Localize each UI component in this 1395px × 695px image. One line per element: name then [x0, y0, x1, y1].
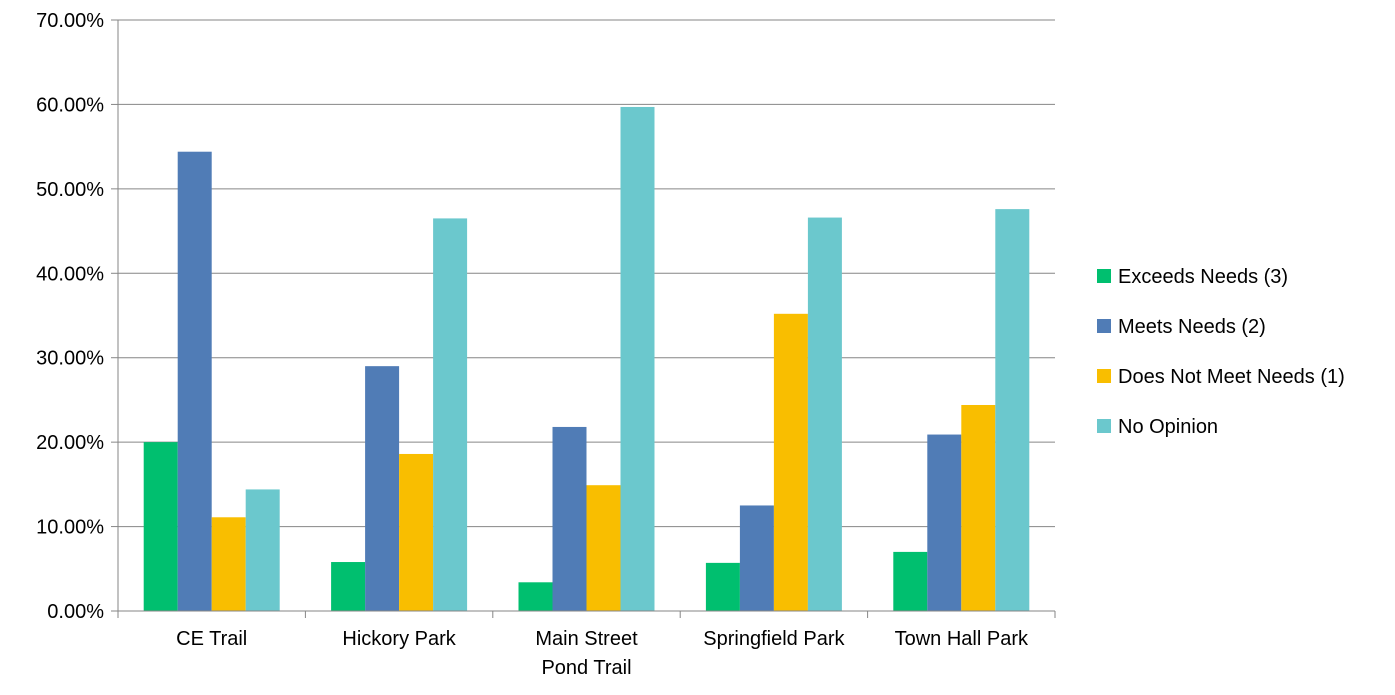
bar	[927, 434, 962, 611]
y-tick-label: 50.00%	[36, 179, 104, 201]
bars	[143, 106, 1030, 612]
bar	[143, 442, 178, 611]
legend-swatch	[1097, 319, 1111, 333]
bar	[807, 217, 842, 611]
legend: Exceeds Needs (3) Meets Needs (2) Does Not…	[1097, 266, 1345, 438]
bar	[705, 562, 740, 611]
legend-swatch	[1097, 269, 1111, 283]
axes	[111, 19, 1056, 618]
x-axis-category-labels: CE Trail Hickory Park Main Street Pond Trai…	[176, 628, 1029, 679]
x-category-label: Springfield Park	[703, 628, 845, 650]
y-tick-label: 30.00%	[36, 348, 104, 370]
gridlines	[118, 19, 1055, 528]
y-tick-label: 60.00%	[36, 94, 104, 116]
legend-swatch	[1097, 419, 1111, 433]
legend-swatch	[1097, 369, 1111, 383]
bar	[211, 517, 246, 611]
y-tick-label: 0.00%	[47, 601, 104, 623]
bar	[552, 426, 587, 611]
legend-label: Exceeds Needs (3)	[1118, 266, 1288, 288]
bar	[331, 562, 366, 611]
y-tick-label: 20.00%	[36, 432, 104, 454]
legend-label: Meets Needs (2)	[1118, 316, 1266, 338]
x-category-label: Pond Trail	[541, 657, 631, 679]
x-category-label: Main Street	[535, 628, 638, 650]
x-category-label: CE Trail	[176, 628, 247, 650]
legend-label: Does Not Meet Needs (1)	[1118, 366, 1345, 388]
bar	[245, 489, 280, 611]
x-category-label: Hickory Park	[342, 628, 456, 650]
y-tick-label: 70.00%	[36, 10, 104, 32]
bar	[365, 366, 400, 611]
bar	[177, 151, 212, 612]
bar	[961, 404, 996, 611]
y-axis-tick-labels: 0.00% 10.00% 20.00% 30.00% 40.00% 50.00% 60.00…	[36, 10, 104, 623]
x-category-label: Town Hall Park	[895, 628, 1029, 650]
bar	[586, 485, 621, 611]
bar	[399, 453, 434, 611]
bar	[893, 551, 928, 611]
y-tick-label: 10.00%	[36, 517, 104, 539]
bar	[433, 218, 468, 611]
y-tick-label: 40.00%	[36, 263, 104, 285]
bar	[739, 505, 774, 611]
bar	[995, 209, 1030, 611]
bar	[773, 313, 808, 611]
legend-label: No Opinion	[1118, 416, 1218, 438]
bar	[518, 582, 553, 611]
bar	[620, 106, 655, 611]
